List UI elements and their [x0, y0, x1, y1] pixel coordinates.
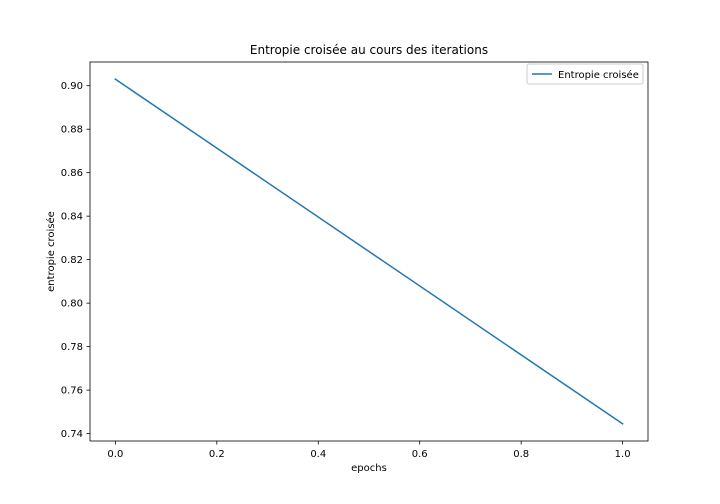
x-tick-label: 0.0 — [107, 449, 123, 460]
plot-area — [89, 61, 649, 442]
y-tick-label: 0.80 — [61, 299, 83, 310]
x-tick-label: 0.6 — [412, 449, 428, 460]
y-axis-ticks: 0.74 0.76 0.78 0.80 0.82 0.84 0.86 0.88 0.90 — [61, 81, 90, 440]
y-tick-label: 0.84 — [61, 212, 83, 223]
x-tick-label: 0.8 — [513, 449, 529, 460]
y-tick-label: 0.74 — [61, 429, 83, 440]
y-tick-label: 0.86 — [61, 168, 83, 179]
series-line-0 — [114, 78, 624, 425]
y-tick-label: 0.78 — [61, 342, 83, 353]
x-tick-label: 1.0 — [615, 449, 631, 460]
chart-title: Entropie croisée au cours des iterations — [250, 43, 488, 57]
y-tick-label: 0.82 — [61, 255, 83, 266]
x-tick-label: 0.4 — [310, 449, 326, 460]
y-tick-label: 0.88 — [61, 125, 83, 136]
y-tick-label: 0.90 — [61, 81, 83, 92]
axes-frame — [89, 61, 649, 442]
legend-label: Entropie croisée — [558, 69, 639, 81]
x-axis-ticks: 0.0 0.2 0.4 0.6 0.8 1.0 — [107, 441, 631, 460]
y-axis-label: entropie croisée — [45, 211, 57, 292]
legend: Entropie croisée — [526, 63, 644, 85]
x-tick-label: 0.2 — [209, 449, 225, 460]
x-axis-label: epochs — [351, 463, 387, 474]
legend-box — [526, 63, 644, 85]
y-tick-label: 0.76 — [61, 386, 83, 397]
